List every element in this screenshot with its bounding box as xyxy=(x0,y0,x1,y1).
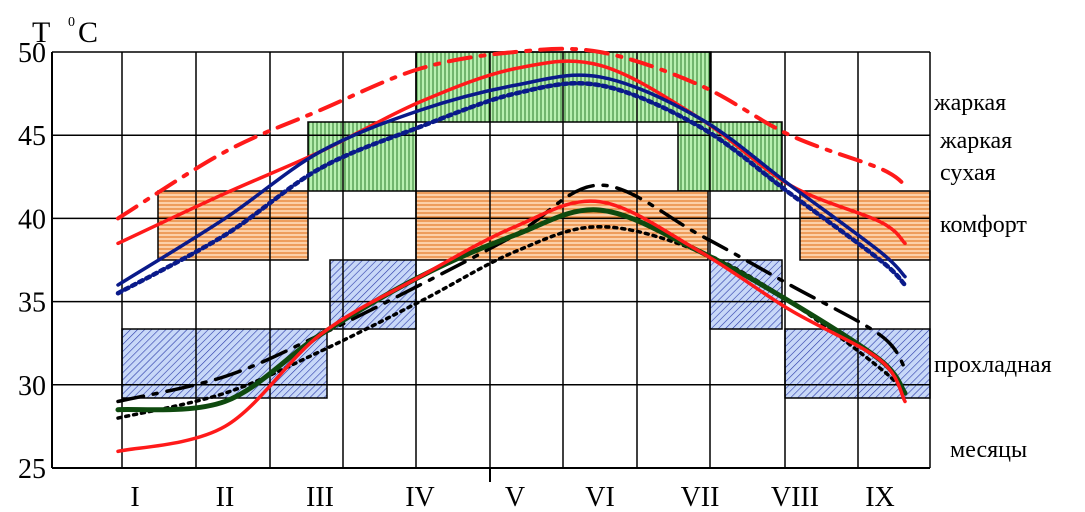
axes xyxy=(51,52,930,482)
zone-label-hotdry-line2: сухая xyxy=(940,160,996,186)
zone-hotdry-rect xyxy=(677,121,783,192)
series-group xyxy=(115,46,908,454)
x-tick-label: III xyxy=(306,482,334,512)
series-line-red-solid-top xyxy=(116,59,907,246)
series-line-navy-dotted xyxy=(115,81,908,296)
zone-cool-rect xyxy=(709,259,783,330)
zone-label-comfort: комфорт xyxy=(940,212,1027,238)
zone-comfort-rect xyxy=(157,190,309,261)
y-tick-label: 30 xyxy=(18,371,46,402)
y-axis-title-unit: C xyxy=(78,16,98,49)
y-tick-label: 40 xyxy=(18,204,46,235)
x-tick-label: IV xyxy=(405,482,435,512)
y-tick-label: 35 xyxy=(18,288,46,319)
x-axis-title: месяцы xyxy=(950,437,1027,463)
y-axis-title-superscript: 0 xyxy=(68,15,75,30)
series-line-green-thick xyxy=(115,207,908,413)
series-line-navy-solid xyxy=(116,73,907,287)
x-tick-label: IX xyxy=(865,482,895,512)
x-tick-label: V xyxy=(505,482,525,512)
zone-label-cool: прохладная xyxy=(934,352,1052,378)
zone-rects xyxy=(121,51,931,399)
zone-label-hotdry: жаркая xyxy=(939,128,1012,154)
zone-label-hot: жаркая xyxy=(933,90,1006,116)
y-tick-label: 50 xyxy=(18,38,46,69)
series-line-red-solid-bottom xyxy=(116,199,907,454)
x-tick-label: VI xyxy=(585,482,615,512)
y-tick-label: 25 xyxy=(18,454,46,485)
x-tick-label: VIII xyxy=(771,482,819,512)
series-line-red-dashdot xyxy=(116,46,907,221)
y-axis-title: T xyxy=(32,16,50,49)
x-tick-label: II xyxy=(216,482,235,512)
x-tick-label: VII xyxy=(681,482,720,512)
x-tick-label: I xyxy=(130,482,139,512)
y-tick-label: 45 xyxy=(18,121,46,152)
